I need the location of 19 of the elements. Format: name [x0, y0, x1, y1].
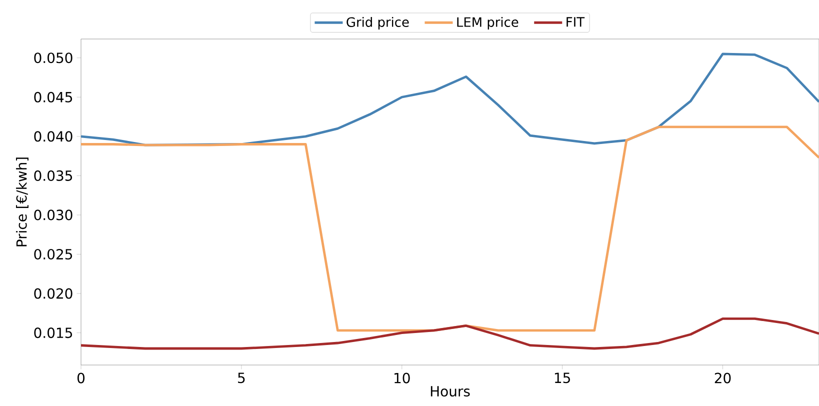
y-tick-label: 0.045 — [34, 92, 72, 102]
y-tick-label: 0.050 — [34, 52, 72, 64]
y-tick-label: 0.030 — [34, 210, 72, 220]
y-tick-label: 0.035 — [34, 170, 72, 181]
legend-label: Grid price — [346, 16, 409, 30]
y-tick-label: 0.040 — [34, 131, 72, 142]
x-tick-label: 0 — [77, 372, 85, 384]
y-axis-title: Price [€/kwh] — [16, 158, 28, 246]
line-series — [81, 52, 819, 146]
x-axis-title: Hours — [430, 386, 470, 397]
legend-label: LEM price — [457, 16, 518, 30]
y-tick-label: 0.015 — [34, 328, 72, 338]
legend-label: FIT — [566, 17, 585, 27]
x-tick-label: 20 — [714, 372, 731, 384]
x-tick-label: 15 — [554, 372, 570, 384]
y-tick-label: 0.020 — [34, 288, 72, 299]
x-tick-label: 5 — [238, 372, 245, 384]
x-tick-label: 10 — [394, 372, 410, 384]
y-tick-label: 0.025 — [34, 248, 72, 260]
